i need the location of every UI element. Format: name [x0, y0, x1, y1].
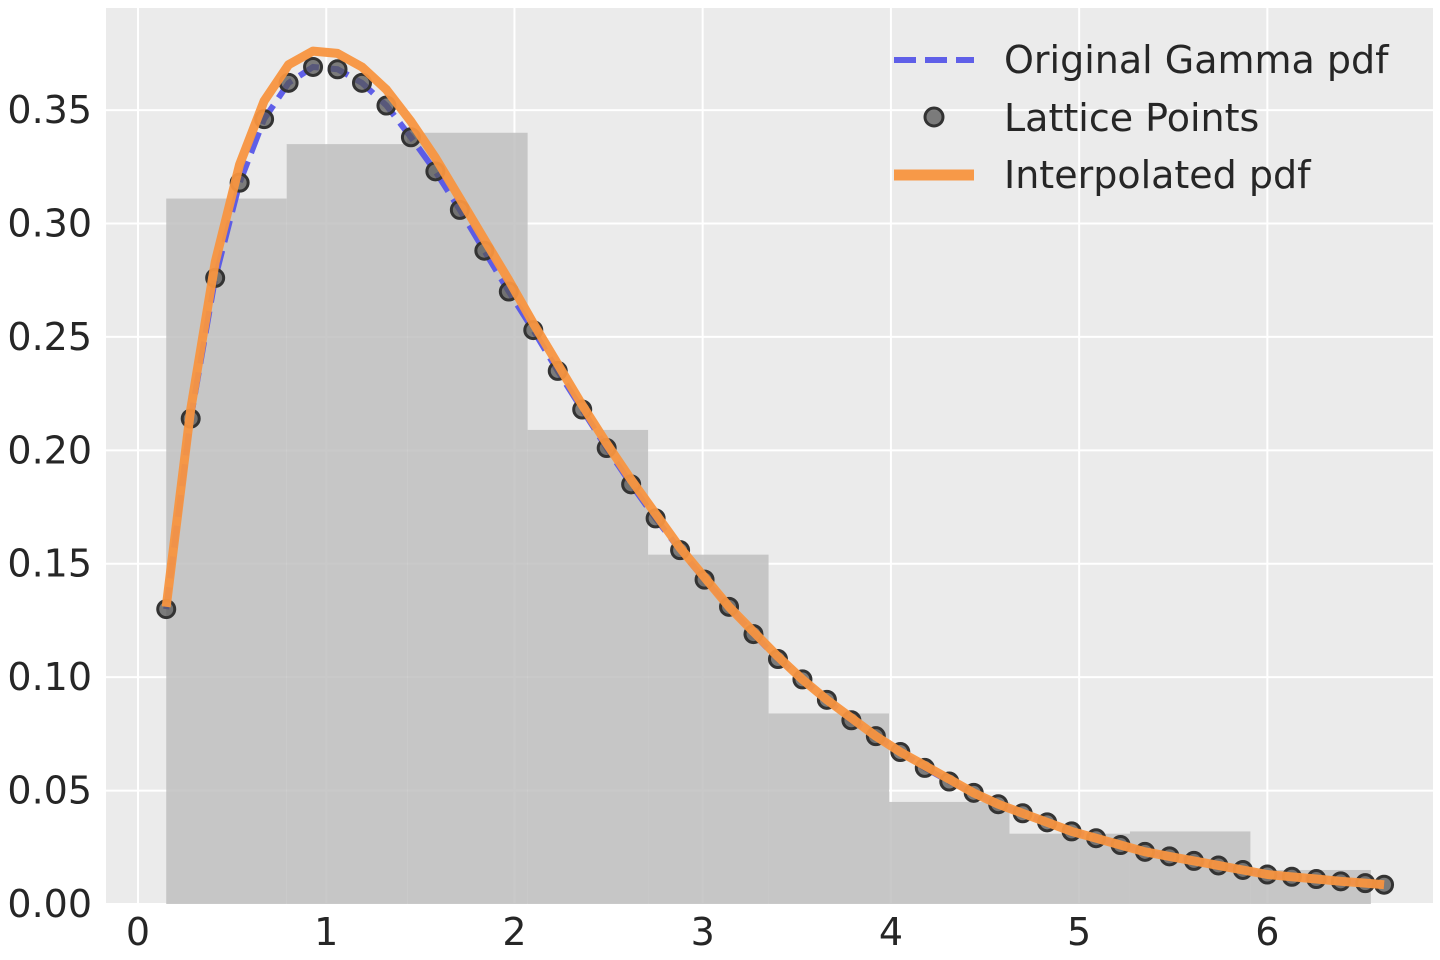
lattice-point: [351, 72, 372, 93]
series-interpolated-pdf: [161, 46, 1385, 890]
histogram-bar: [166, 198, 287, 905]
lattice-point: [327, 59, 348, 80]
legend-label-interpolated-pdf: Interpolated pdf: [1004, 153, 1312, 197]
x-tick-label: 4: [879, 910, 903, 954]
legend: Original Gamma pdf Lattice Points Interp…: [894, 38, 1390, 197]
y-tick-label: 0.20: [7, 428, 92, 472]
y-tick-label: 0.10: [7, 655, 92, 699]
x-tick-label: 0: [126, 910, 150, 954]
legend-label-original-gamma-pdf: Original Gamma pdf: [1004, 38, 1390, 82]
histogram-bar: [889, 801, 1010, 904]
y-tick-label: 0.00: [7, 882, 92, 926]
series: [156, 46, 1395, 895]
y-tick-label: 0.15: [7, 542, 92, 586]
legend-swatch-lattice-points: [923, 106, 945, 128]
x-tick-label: 5: [1067, 910, 1091, 954]
x-tick-label: 6: [1255, 910, 1279, 954]
x-tick-label: 2: [502, 910, 526, 954]
x-tick-label: 1: [314, 910, 338, 954]
histogram: [166, 132, 1371, 905]
y-tick-label: 0.05: [7, 769, 92, 813]
histogram-bar: [407, 132, 528, 904]
lattice-point: [303, 56, 324, 77]
y-tick-label: 0.25: [7, 315, 92, 359]
histogram-bar: [527, 429, 649, 904]
y-axis: 0.00 0.05 0.10 0.15 0.20 0.25 0.30 0.35: [7, 88, 92, 926]
y-tick-label: 0.30: [7, 201, 92, 245]
x-tick-label: 3: [691, 910, 715, 954]
x-axis: 0 1 2 3 4 5 6: [126, 910, 1280, 954]
legend-label-lattice-points: Lattice Points: [1004, 96, 1259, 140]
histogram-bar: [648, 554, 769, 904]
histogram-bar: [768, 713, 890, 904]
y-tick-label: 0.35: [7, 88, 92, 132]
histogram-bar: [286, 144, 408, 905]
